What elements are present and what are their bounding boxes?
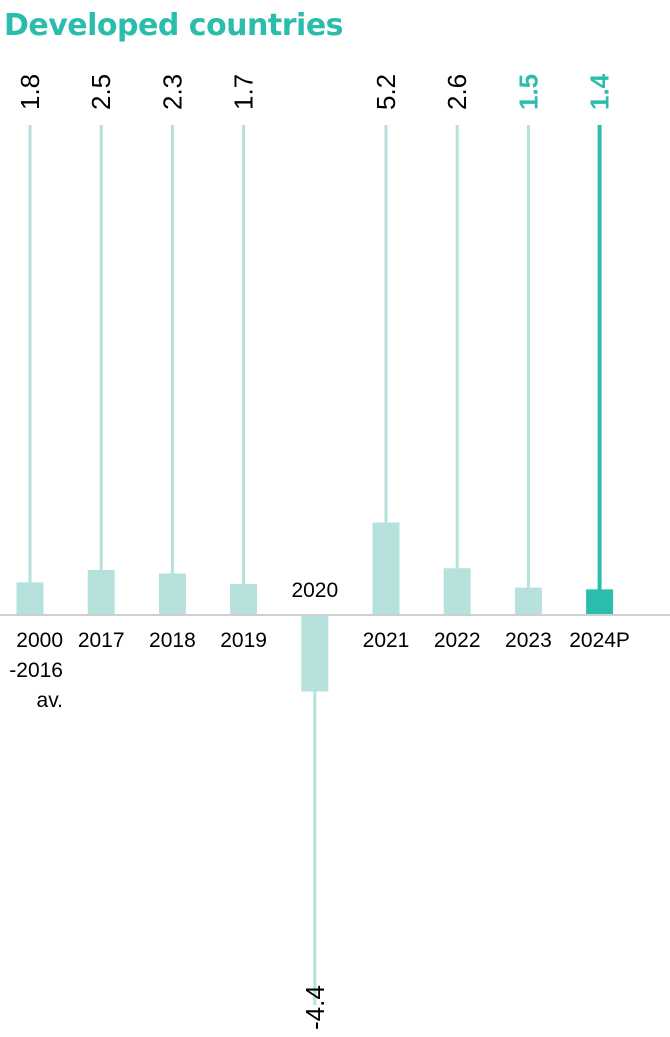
chart-title: Developed countries: [4, 8, 344, 43]
bar-group: [16, 522, 614, 692]
value-label-2018: 2.3: [157, 74, 187, 110]
tick-label-2019: 2019: [220, 629, 267, 652]
category-label-group: 2000 -2016 av. 2017 2018 2019 2020 2021 2022 2023…: [9, 579, 630, 712]
tick-label-2018: 2018: [149, 629, 196, 652]
value-label-2022: 2.6: [442, 74, 472, 110]
bar-2024p: [586, 589, 614, 614]
tick-label-2021: 2021: [363, 629, 410, 652]
tick-label-2017: 2017: [78, 629, 125, 652]
value-label-2019: 1.7: [229, 74, 259, 110]
bar-2022: [443, 568, 471, 614]
stem-group: [28, 125, 602, 1005]
value-label-2021: 5.2: [371, 74, 401, 110]
bar-2023: [514, 587, 542, 614]
value-label-2020: -4.4: [300, 985, 330, 1030]
value-label-2017: 2.5: [86, 74, 116, 110]
bar-2020: [301, 616, 329, 692]
tick-label-2022: 2022: [434, 629, 481, 652]
bar-2000--2016-av.: [16, 582, 44, 614]
tick-label-2023: 2023: [505, 629, 552, 652]
value-label-group: 1.8 2.5 2.3 1.7 -4.4 5.2 2.6 1.5 1.4: [15, 73, 615, 1030]
value-label-2024p: 1.4: [585, 73, 615, 110]
bar-2019: [230, 584, 258, 614]
tick-label-2000--2016-av.: 2000 -2016 av.: [9, 629, 63, 712]
bar-2021: [372, 522, 400, 614]
tick-label-2024p: 2024P: [569, 629, 630, 652]
bar-2018: [158, 573, 186, 614]
bar-2017: [87, 570, 115, 614]
value-label-2023: 1.5: [513, 74, 543, 110]
value-label-2000--2016-av.: 1.8: [15, 74, 45, 110]
tick-label-2020: 2020: [291, 579, 338, 602]
